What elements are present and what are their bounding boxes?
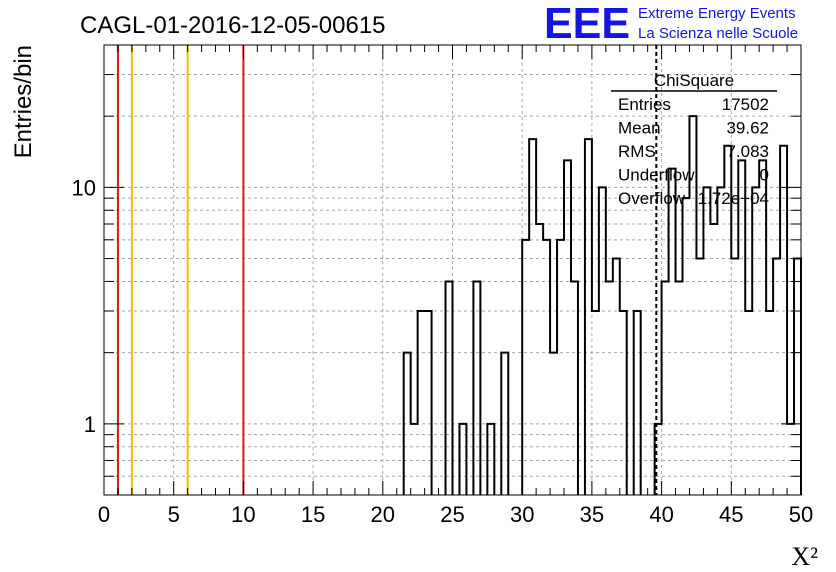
histogram-bin bbox=[669, 169, 676, 495]
histogram-bin bbox=[557, 240, 564, 495]
histogram-bin bbox=[613, 259, 620, 495]
x-tick-label: 20 bbox=[371, 502, 395, 527]
reference-lines bbox=[116, 45, 658, 495]
histogram-bin bbox=[766, 311, 773, 495]
histogram-bin bbox=[710, 224, 717, 495]
histogram-bin bbox=[683, 198, 690, 495]
brand-line-1: Extreme Energy Events bbox=[638, 5, 796, 22]
x-tick-label: 40 bbox=[649, 502, 673, 527]
y-tick-label: 1 bbox=[84, 412, 96, 437]
stats-value: 17502 bbox=[722, 95, 769, 114]
y-axis-label: Entries/bin bbox=[10, 45, 37, 158]
histogram-bin bbox=[662, 281, 669, 495]
x-axis-label: X² bbox=[791, 542, 818, 571]
stats-label: Underflow bbox=[618, 166, 695, 185]
histogram-bin bbox=[571, 281, 578, 495]
brand-line-2: La Scienza nelle Scuole bbox=[638, 25, 798, 42]
histogram-bin bbox=[592, 311, 599, 495]
stats-value: 1.72e+04 bbox=[698, 189, 769, 208]
histogram-bin bbox=[745, 311, 752, 495]
histogram-bin bbox=[634, 311, 641, 495]
stats-label: Entries bbox=[618, 95, 671, 114]
stats-value: 39.62 bbox=[726, 119, 769, 138]
histogram bbox=[402, 115, 802, 495]
x-tick-label: 30 bbox=[510, 502, 534, 527]
stats-title: ChiSquare bbox=[654, 71, 734, 90]
x-tick-label: 25 bbox=[440, 502, 464, 527]
histogram-bin bbox=[794, 259, 801, 495]
histogram-bin bbox=[425, 311, 432, 495]
histogram-bin bbox=[731, 259, 738, 495]
stats-value: 7.083 bbox=[726, 142, 769, 161]
histogram-bin bbox=[703, 187, 710, 495]
histogram-bin bbox=[585, 139, 592, 495]
x-tick-label: 15 bbox=[301, 502, 325, 527]
x-tick-label: 45 bbox=[719, 502, 743, 527]
histogram-bin bbox=[773, 259, 780, 495]
stats-label: RMS bbox=[618, 142, 656, 161]
x-tick-label: 50 bbox=[789, 502, 813, 527]
histogram-bin bbox=[717, 187, 724, 495]
x-tick-label: 5 bbox=[168, 502, 180, 527]
x-tick-label: 10 bbox=[231, 502, 255, 527]
stats-label: Mean bbox=[618, 119, 661, 138]
histogram-bin bbox=[522, 240, 529, 495]
stats-value: 0 bbox=[760, 166, 769, 185]
histogram-bin bbox=[620, 311, 627, 495]
eee-logo: EEE Extreme Energy Events La Scienza nel… bbox=[544, 0, 798, 48]
histogram-bin bbox=[606, 281, 613, 495]
histogram-bin bbox=[446, 281, 453, 495]
x-tick-label: 35 bbox=[580, 502, 604, 527]
x-tick-label: 0 bbox=[98, 502, 110, 527]
stats-box: ChiSquare Entries 17502 Mean 39.62 RMS 7.083 Un… bbox=[611, 71, 777, 208]
eee-logo-text: EEE bbox=[544, 0, 630, 48]
histogram-bin bbox=[543, 240, 550, 495]
histogram-bin bbox=[529, 139, 536, 495]
histogram-bin bbox=[676, 281, 683, 495]
histogram-bin bbox=[696, 259, 703, 495]
axis-ticks bbox=[103, 45, 802, 495]
stats-label: Overflow bbox=[618, 189, 686, 208]
histogram-bin bbox=[599, 187, 606, 495]
chart-title: CAGL-01-2016-12-05-00615 bbox=[80, 12, 386, 39]
tick-labels: 0 5 10 15 20 25 30 35 40 45 50 1 10 bbox=[72, 175, 814, 527]
histogram-bin bbox=[536, 224, 543, 495]
histogram-bin bbox=[418, 311, 425, 495]
histogram-bin bbox=[473, 281, 480, 495]
y-tick-label: 10 bbox=[72, 175, 96, 200]
histogram-bin bbox=[752, 187, 759, 495]
histogram-outline bbox=[402, 115, 802, 495]
